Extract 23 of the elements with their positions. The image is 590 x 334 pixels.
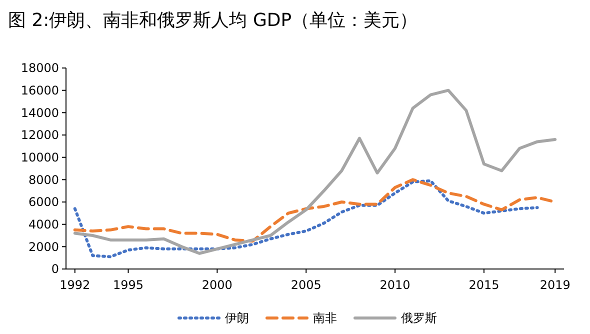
x-tick-label: 2005: [290, 278, 322, 292]
legend-label: 南非: [313, 311, 337, 326]
y-tick-label: 8000: [28, 172, 59, 187]
y-tick-label: 14000: [20, 106, 59, 120]
line-series: [73, 179, 539, 258]
x-tick-label: 2010: [380, 278, 410, 292]
y-tick-label: 0: [51, 262, 59, 276]
x-tick-label: 1995: [112, 278, 144, 292]
y-tick-label: 12000: [20, 128, 59, 142]
legend-label: 伊朗: [225, 311, 249, 326]
x-tick-label: 2000: [202, 278, 232, 292]
y-tick-label: 18000: [20, 61, 59, 76]
y-tick-label: 6000: [28, 195, 59, 210]
y-tick-label: 4000: [28, 218, 59, 232]
x-tick-label: 1992: [60, 278, 90, 292]
x-tick-label: 2019: [540, 278, 570, 292]
y-tick-label: 16000: [20, 84, 59, 98]
y-tick-label: 10000: [20, 150, 59, 165]
chart-title: 图 2:伊朗、南非和俄罗斯人均 GDP（单位：美元）: [8, 10, 418, 31]
y-tick-label: 2000: [28, 240, 59, 254]
legend-label: 俄罗斯: [401, 311, 437, 326]
x-tick-label: 2015: [468, 278, 500, 292]
line-series: [73, 88, 557, 255]
